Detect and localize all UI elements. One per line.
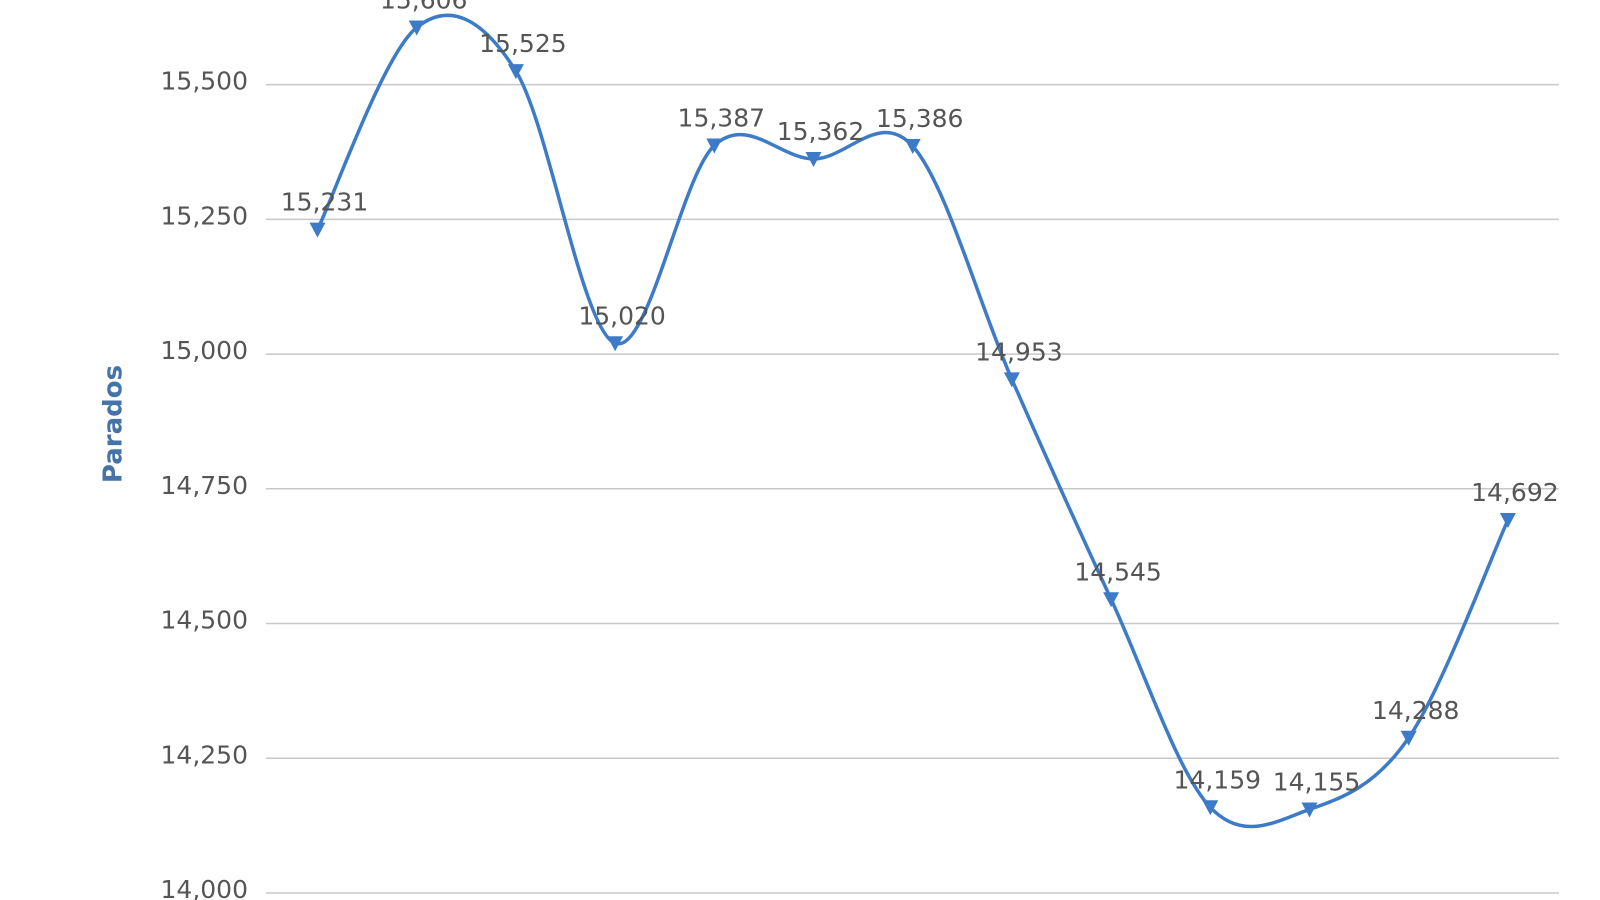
data-label: 15,387 <box>678 104 765 133</box>
y-tick-label: 14,250 <box>161 740 248 769</box>
data-label: 14,545 <box>1074 557 1161 586</box>
point-marker <box>1202 800 1219 816</box>
data-label: 14,692 <box>1471 478 1558 507</box>
point-marker <box>1301 802 1318 818</box>
data-label: 15,020 <box>578 301 665 330</box>
point-marker <box>1499 513 1516 529</box>
data-label: 14,953 <box>975 337 1062 366</box>
point-marker <box>1003 372 1020 388</box>
data-label: 15,525 <box>479 29 566 58</box>
point-marker <box>507 64 524 80</box>
y-axis-title: Parados <box>99 365 129 483</box>
data-label: 15,362 <box>777 117 864 146</box>
series-line <box>315 13 1510 829</box>
data-label: 15,606 <box>380 0 467 14</box>
data-label: 15,386 <box>876 104 963 133</box>
y-tick-label: 15,500 <box>161 67 248 96</box>
point-marker <box>607 336 624 352</box>
y-tick-label: 15,250 <box>161 201 248 230</box>
point-marker <box>309 222 326 238</box>
data-label: 14,288 <box>1372 696 1459 725</box>
y-tick-label: 15,000 <box>161 336 248 365</box>
point-marker <box>706 138 723 154</box>
y-tick-label: 14,000 <box>161 875 248 900</box>
point-marker <box>904 139 921 155</box>
point-marker <box>1103 592 1120 608</box>
data-label: 15,231 <box>281 188 368 217</box>
point-marker <box>408 20 425 36</box>
y-tick-label: 14,750 <box>161 471 248 500</box>
data-label: 14,159 <box>1174 765 1261 794</box>
point-marker <box>805 151 822 167</box>
data-label: 14,155 <box>1273 767 1360 796</box>
point-marker <box>1400 730 1417 746</box>
y-tick-label: 14,500 <box>161 606 248 635</box>
